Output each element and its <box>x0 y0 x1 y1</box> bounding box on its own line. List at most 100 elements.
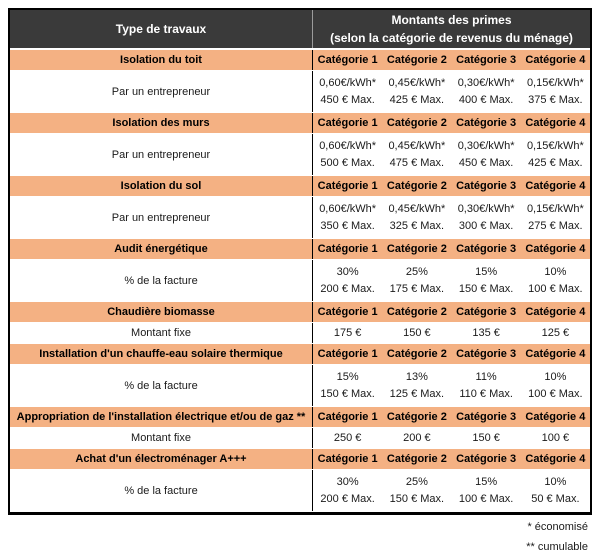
category-header: Catégorie 3 <box>456 54 517 66</box>
footnote-cumulable: ** cumulable <box>526 541 588 553</box>
value-cell: 10% 100 € Max. <box>521 365 590 406</box>
value-max: 300 € Max. <box>458 219 514 232</box>
value-amount: 100 € <box>541 432 570 444</box>
value-max: 100 € Max. <box>528 282 583 295</box>
section-header-row-chauffe-eau: Installation d'un chauffe-eau solaire th… <box>10 344 590 365</box>
value-cell: 0,60€/kWh* 350 € Max. <box>313 197 382 238</box>
value-rate: 0,45€/kWh* <box>388 140 446 153</box>
value-rate: 10% <box>544 476 567 489</box>
value-max: 150 € Max. <box>389 492 445 505</box>
section-header-row-isolation-sol: Isolation du sol Catégorie 1 Catégorie 2… <box>10 176 590 197</box>
category-header: Catégorie 2 <box>386 453 447 465</box>
table-header-row: Type de travaux Montants des primes (sel… <box>10 10 590 50</box>
category-header: Catégorie 3 <box>456 411 517 423</box>
value-amount: 175 € <box>333 327 362 339</box>
category-header: Catégorie 4 <box>525 243 586 255</box>
row-label: Montant fixe <box>10 323 313 343</box>
value-cell: 0,15€/kWh* 275 € Max. <box>521 197 590 238</box>
value-max: 110 € Max. <box>459 387 513 400</box>
value-cell: 13% 125 € Max. <box>382 365 451 406</box>
value-cell: 10% 50 € Max. <box>521 470 590 511</box>
value-amount: 250 € <box>333 432 362 444</box>
row-label: Par un entrepreneur <box>10 71 313 112</box>
category-header: Catégorie 1 <box>317 411 378 423</box>
value-cell: 100 € <box>521 428 590 448</box>
value-cell: 135 € <box>452 323 521 343</box>
header-primes-line1: Montants des primes <box>391 13 512 27</box>
value-cell: 0,30€/kWh* 300 € Max. <box>452 197 521 238</box>
value-amount: 200 € <box>403 432 431 444</box>
value-max: 450 € Max. <box>458 156 514 169</box>
value-rate: 11% <box>475 371 497 384</box>
value-cell: 10% 100 € Max. <box>521 260 590 301</box>
section-title: Appropriation de l'installation électriq… <box>10 407 313 427</box>
section-title: Audit énergétique <box>10 239 313 259</box>
section-title: Isolation du sol <box>10 176 313 196</box>
value-rate: 0,15€/kWh* <box>526 140 584 153</box>
header-type-de-travaux: Type de travaux <box>10 10 313 48</box>
category-header: Catégorie 2 <box>386 411 447 423</box>
value-cell: 0,60€/kWh* 450 € Max. <box>313 71 382 112</box>
value-rate: 0,60€/kWh* <box>319 140 377 153</box>
footnote-economise: * économisé <box>527 521 588 533</box>
data-row: Par un entrepreneur 0,60€/kWh* 500 € Max… <box>10 134 590 176</box>
row-label: % de la facture <box>10 470 313 511</box>
category-header: Catégorie 2 <box>386 180 447 192</box>
value-max: 325 € Max. <box>389 219 445 232</box>
value-cell: 0,45€/kWh* 475 € Max. <box>382 134 451 175</box>
category-header: Catégorie 4 <box>525 306 586 318</box>
row-label: % de la facture <box>10 260 313 301</box>
value-cell: 11% 110 € Max. <box>452 365 521 406</box>
value-rate: 0,60€/kWh* <box>319 77 377 90</box>
value-cell: 15% 150 € Max. <box>452 260 521 301</box>
value-max: 200 € Max. <box>320 282 375 295</box>
value-rate: 30% <box>336 476 359 489</box>
value-rate: 25% <box>405 476 428 489</box>
value-max: 500 € Max. <box>320 156 375 169</box>
category-header: Catégorie 4 <box>525 348 586 360</box>
value-max: 100 € Max. <box>528 387 583 400</box>
category-header: Catégorie 1 <box>317 117 378 129</box>
value-rate: 15% <box>475 476 498 489</box>
data-row: % de la facture 30% 200 € Max. 25% 150 €… <box>10 470 590 512</box>
category-header: Catégorie 4 <box>525 54 586 66</box>
category-header: Catégorie 3 <box>456 453 517 465</box>
value-rate: 13% <box>405 371 428 384</box>
value-max: 50 € Max. <box>531 492 580 505</box>
value-cell: 0,60€/kWh* 500 € Max. <box>313 134 382 175</box>
section-header-row-appropriation: Appropriation de l'installation électriq… <box>10 407 590 428</box>
footnotes: * économisé ** cumulable <box>526 517 588 557</box>
row-label: % de la facture <box>10 365 313 406</box>
row-label: Par un entrepreneur <box>10 134 313 175</box>
row-label: Par un entrepreneur <box>10 197 313 238</box>
section-title: Installation d'un chauffe-eau solaire th… <box>10 344 313 364</box>
value-max: 375 € Max. <box>528 93 583 106</box>
value-cell: 15% 150 € Max. <box>313 365 382 406</box>
value-cell: 175 € <box>313 323 382 343</box>
category-header: Catégorie 4 <box>525 117 586 129</box>
category-header: Catégorie 2 <box>386 54 447 66</box>
value-cell: 0,45€/kWh* 425 € Max. <box>382 71 451 112</box>
value-cell: 30% 200 € Max. <box>313 470 382 511</box>
value-cell: 15% 100 € Max. <box>452 470 521 511</box>
value-max: 175 € Max. <box>389 282 445 295</box>
value-rate: 30% <box>336 266 359 279</box>
value-max: 200 € Max. <box>320 492 375 505</box>
value-cell: 25% 175 € Max. <box>382 260 451 301</box>
value-rate: 0,15€/kWh* <box>526 203 584 216</box>
section-header-row-audit: Audit énergétique Catégorie 1 Catégorie … <box>10 239 590 260</box>
section-title: Isolation des murs <box>10 113 313 133</box>
section-header-row-chaudiere: Chaudière biomasse Catégorie 1 Catégorie… <box>10 302 590 323</box>
value-rate: 0,45€/kWh* <box>388 77 446 90</box>
category-header: Catégorie 1 <box>317 453 378 465</box>
value-max: 150 € Max. <box>458 282 514 295</box>
category-header: Catégorie 3 <box>456 306 517 318</box>
value-max: 425 € Max. <box>528 156 583 169</box>
value-rate: 0,60€/kWh* <box>319 203 377 216</box>
value-cell: 30% 200 € Max. <box>313 260 382 301</box>
value-max: 150 € Max. <box>320 387 375 400</box>
category-header: Catégorie 2 <box>386 348 447 360</box>
value-cell: 125 € <box>521 323 590 343</box>
value-max: 275 € Max. <box>528 219 583 232</box>
